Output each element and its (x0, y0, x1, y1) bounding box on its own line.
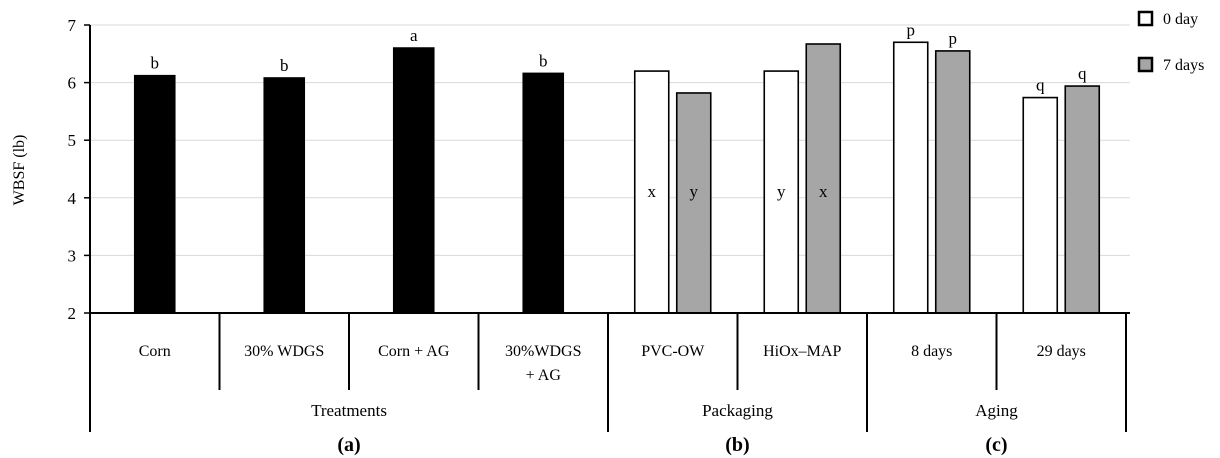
y-tick-label: 6 (68, 74, 77, 93)
significance-label: p (907, 20, 916, 39)
significance-label: x (819, 182, 828, 201)
bars: b b a b x y y x p p q q (133, 20, 1101, 314)
bar-treatment (392, 47, 435, 314)
significance-label: p (949, 29, 958, 48)
bar-treatment (522, 72, 565, 314)
panel-label: (b) (725, 434, 749, 456)
bar-0-day (892, 41, 929, 314)
significance-label: b (539, 51, 548, 70)
category-label: 30% WDGS (244, 343, 324, 360)
y-tick-label: 4 (68, 189, 77, 208)
group-label: Packaging (702, 401, 773, 420)
significance-label: b (151, 54, 160, 73)
legend-swatch (1137, 56, 1154, 73)
category-label: 29 days (1037, 343, 1086, 360)
category-label: + AG (526, 367, 562, 384)
significance-label: x (648, 182, 657, 201)
significance-label: q (1078, 64, 1087, 83)
y-tick-label: 2 (68, 304, 77, 323)
bar-7-days (1064, 85, 1101, 314)
bar-7-days (934, 50, 971, 314)
category-label: Corn + AG (378, 343, 450, 360)
significance-label: y (777, 182, 786, 201)
bar-treatment (133, 74, 176, 314)
gridlines (90, 24, 1130, 256)
bar-0-day (633, 70, 670, 314)
axes: 2 3 4 5 6 7 (68, 16, 1130, 432)
group-label: Aging (975, 401, 1018, 420)
category-label: PVC-OW (641, 343, 705, 360)
y-tick-label: 3 (68, 246, 77, 265)
panel-label: (c) (985, 434, 1007, 456)
significance-label: y (690, 182, 699, 201)
significance-label: q (1036, 76, 1045, 95)
legend: 0 day 7 days (1137, 10, 1204, 74)
group-label: Treatments (311, 401, 387, 420)
y-axis-label: WBSF (lb) (11, 135, 28, 206)
legend-swatch (1137, 10, 1154, 27)
category-labels: Corn 30% WDGS Corn + AG 30%WDGS + AG PVC-OW Hi… (139, 343, 1086, 456)
bar-0-day (1022, 96, 1059, 314)
category-label: Corn (139, 343, 171, 360)
panel-label: (a) (337, 434, 360, 456)
bar-7-days (805, 43, 842, 314)
significance-label: a (410, 26, 418, 45)
category-label: HiOx–MAP (763, 343, 841, 360)
category-label: 30%WDGS (505, 343, 581, 360)
category-label: 8 days (911, 343, 952, 360)
bar-7-days (675, 92, 712, 314)
legend-label: 0 day (1163, 11, 1198, 28)
legend-label: 7 days (1163, 57, 1204, 74)
significance-label: b (280, 56, 289, 75)
y-tick-label: 5 (68, 131, 77, 150)
y-tick-label: 7 (68, 16, 77, 35)
bar-treatment (263, 77, 306, 314)
